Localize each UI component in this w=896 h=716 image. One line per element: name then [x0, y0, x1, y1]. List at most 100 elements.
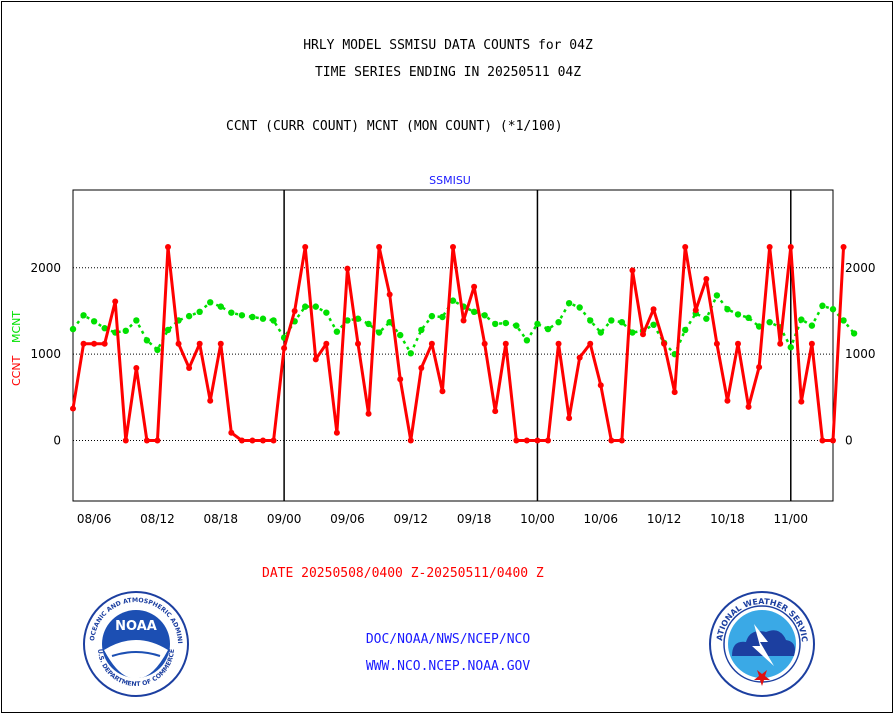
mcnt-point [302, 303, 309, 310]
ccnt-point [397, 376, 404, 383]
ccnt-point [587, 340, 594, 347]
ccnt-point [481, 340, 488, 347]
mcnt-point [428, 312, 436, 320]
plot-title: SSMISU [429, 174, 471, 187]
mcnt-point [829, 306, 837, 313]
mcnt-point [745, 314, 752, 322]
ccnt-point [418, 364, 425, 371]
mcnt-point [217, 303, 224, 310]
x-tick-label: 10/06 [583, 512, 618, 526]
mcnt-point [565, 299, 573, 307]
y-axis-series-labels: CCNT MCNT [10, 311, 23, 386]
mcnt-point [840, 317, 847, 324]
mcnt-point [555, 318, 562, 326]
ccnt-point [830, 437, 836, 444]
ccnt-point [450, 244, 456, 251]
mcnt-point [228, 309, 235, 316]
date-range: DATE 20250508/0400 Z-20250511/0400 Z [262, 566, 544, 581]
mcnt-point [270, 317, 277, 324]
mcnt-point [492, 320, 499, 328]
mcnt-point [755, 323, 763, 330]
y-tick-left-0: 0 [53, 434, 61, 448]
ccnt-point [122, 437, 129, 444]
ccnt-point [692, 307, 699, 314]
mcnt-point [207, 299, 214, 306]
ccnt-point [777, 340, 784, 347]
mcnt-point [185, 312, 193, 320]
ccnt-point [344, 265, 351, 272]
ccnt-point [819, 437, 826, 444]
ccnt-point [661, 340, 668, 347]
ccnt-point [566, 415, 573, 422]
ccnt-point [735, 340, 741, 347]
ccnt-point [70, 405, 76, 412]
ccnt-point [576, 354, 583, 361]
nws-logo: NATIONAL WEATHER SERVICE [708, 590, 815, 697]
ccnt-point [428, 340, 435, 347]
x-tick-label: 09/18 [457, 512, 492, 526]
ccnt-point [291, 307, 298, 314]
ccnt-point [745, 403, 752, 410]
mcnt-point [724, 306, 731, 313]
ccnt-point [207, 397, 214, 404]
ccnt-point [703, 275, 710, 282]
mcnt-point [703, 315, 710, 322]
mcnt-point [69, 325, 77, 333]
ccnt-point [640, 331, 646, 338]
mcnt-point [523, 337, 531, 344]
x-tick-label: 11/00 [773, 512, 808, 526]
ccnt-point [175, 340, 182, 347]
mcnt-point [101, 325, 108, 332]
org-line: DOC/NOAA/NWS/NCEP/NCO [365, 632, 531, 647]
ccnt-point [545, 437, 551, 444]
ccnt-line [71, 245, 846, 443]
mcnt-point [544, 325, 552, 333]
mcnt-point [133, 317, 140, 324]
x-tick-label: 10/12 [647, 512, 682, 526]
mcnt-point [143, 337, 151, 344]
ccnt-point [756, 364, 763, 371]
ccnt-point [650, 306, 657, 313]
ccnt-point [460, 317, 467, 324]
ccnt-point [713, 340, 720, 347]
mcnt-point [787, 344, 794, 351]
ccnt-point [281, 345, 288, 352]
ccnt-point [154, 437, 161, 444]
ccnt-point [534, 437, 541, 444]
chart: SSMISU CCNT MCNT 0 1000 2000 0 1000 2000 08/0… [10, 174, 876, 526]
mcnt-point [470, 308, 478, 316]
ccnt-point [217, 340, 224, 347]
noaa-logo: NOAA NATIONAL OCEANIC AND ATMOSPHERIC AD… [82, 590, 189, 697]
mcnt-point [196, 308, 203, 316]
ccnt-point [629, 267, 636, 274]
ccnt-point [471, 283, 478, 290]
x-tick-label: 08/06 [77, 512, 112, 526]
mcnt-point [397, 331, 404, 339]
noaa-logo-text: NOAA [115, 619, 157, 634]
mcnt-point [407, 350, 414, 357]
mcnt-point [354, 315, 362, 322]
mcnt-point [439, 313, 446, 321]
mcnt-point [650, 321, 657, 328]
ccnt-point [196, 340, 203, 347]
ccnt-point [386, 291, 393, 298]
mcnt-point [682, 326, 689, 334]
ccnt-point [260, 437, 266, 444]
x-tick-label: 10/00 [520, 512, 555, 526]
ccnt-point [323, 340, 330, 347]
ccnt-point [787, 244, 794, 251]
ccnt-point [365, 410, 372, 417]
mcnt-point [449, 297, 457, 304]
y-label-mcnt: MCNT [10, 311, 23, 343]
ccnt-point [302, 244, 309, 251]
ccnt-point [439, 388, 446, 395]
mcnt-point [798, 316, 805, 323]
mcnt-point [90, 318, 98, 325]
mcnt-point [80, 312, 87, 319]
ccnt-point [80, 340, 87, 347]
ccnt-point [798, 398, 805, 405]
ccnt-point [682, 244, 689, 251]
ccnt-point [724, 397, 731, 404]
ccnt-point [270, 437, 277, 444]
